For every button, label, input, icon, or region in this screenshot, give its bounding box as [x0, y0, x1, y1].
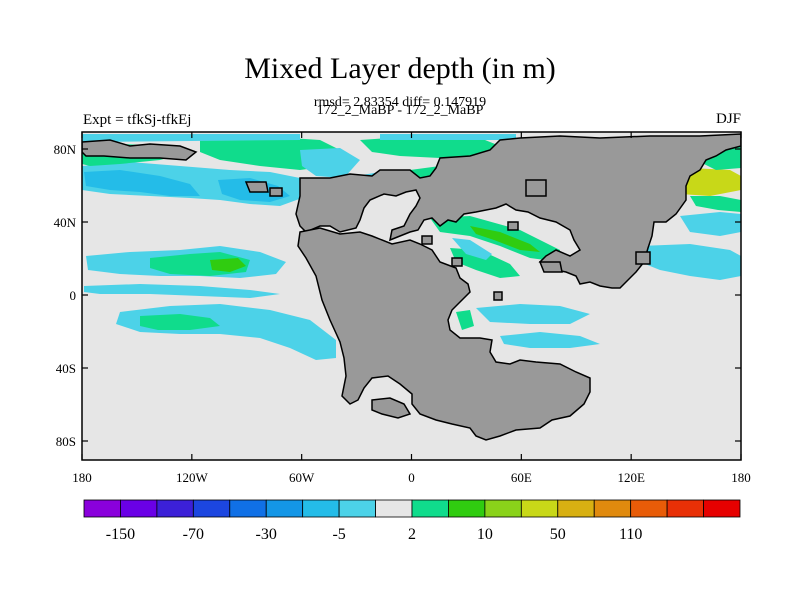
lat-tick-label: 0 — [70, 288, 77, 303]
experiment-label: Expt = tfkSj-tfkEj — [83, 112, 192, 128]
equatorial-pacific-south-green — [140, 314, 220, 330]
tethys-negative-band — [452, 238, 492, 260]
colorbar-swatch — [338, 499, 376, 518]
colorbar-swatch — [375, 499, 413, 518]
tethys-south-band — [450, 248, 520, 278]
colorbar-swatch — [411, 499, 449, 518]
figure-title: Mixed Layer depth (in m) — [244, 52, 556, 85]
arctic-negative-center — [300, 148, 360, 178]
colorbar-swatch — [192, 499, 231, 518]
lat-tick-label: 40N — [54, 215, 77, 230]
indian-ocean-green-patch — [456, 310, 474, 330]
lon-tick-label: 180 — [72, 470, 92, 485]
tethys-island-3 — [507, 221, 519, 231]
northern-continent — [295, 133, 741, 289]
latitude-axis: 80N 40N 0 40S 80S — [54, 142, 741, 449]
land-masses — [82, 133, 741, 441]
colorbar-swatch — [83, 499, 121, 518]
colorbar-swatch — [557, 499, 595, 518]
colorbar-label: -70 — [183, 526, 204, 543]
arctic-blue-strip — [82, 134, 300, 142]
arctic-island-west — [82, 139, 198, 161]
colorbar-swatch — [703, 499, 741, 518]
lon-tick-label: 120E — [617, 470, 645, 485]
longitude-axis: 180 120W 60W 0 60E 120E 180 — [72, 132, 751, 485]
lat-tick-label: 80S — [56, 434, 76, 449]
indian-ocean-band — [476, 304, 590, 324]
colorbar-swatch — [120, 499, 158, 518]
colorbar — [83, 499, 741, 518]
colorbar-labels: -150 -70 -30 -5 2 10 50 110 — [106, 526, 643, 543]
east-ocean-band — [640, 244, 741, 280]
lon-tick-label: 120W — [176, 470, 209, 485]
lon-tick-label: 60E — [511, 470, 532, 485]
colorbar-label: 10 — [477, 526, 493, 543]
colorbar-swatch — [229, 499, 267, 518]
south-pacific-thin-band — [84, 284, 280, 298]
arctic-island-small — [244, 181, 269, 193]
colorbar-swatch — [593, 499, 632, 518]
lon-tick-label: 180 — [731, 470, 751, 485]
colorbar-swatch — [448, 499, 486, 518]
tethys-island-4 — [538, 261, 563, 273]
colorbar-label: -150 — [106, 526, 135, 543]
northeast-island — [525, 179, 547, 197]
lat-tick-label: 80N — [54, 142, 77, 157]
colorbar-swatch — [156, 499, 194, 518]
arctic-blue-strip-east — [380, 134, 516, 140]
tethys-island-2 — [451, 257, 463, 267]
lat-tick-label: 40S — [56, 361, 76, 376]
equatorial-pacific-north-core — [210, 258, 246, 272]
indian-ocean-south-band — [500, 332, 600, 348]
colorbar-swatch — [302, 499, 340, 518]
arctic-positive-east — [360, 136, 500, 158]
colorbar-swatch — [265, 499, 304, 518]
colorbar-label: -30 — [256, 526, 277, 543]
lon-tick-label: 60W — [289, 470, 315, 485]
colorbar-swatch — [666, 499, 704, 518]
colorbar-label: -5 — [332, 526, 345, 543]
southern-continent — [297, 227, 591, 441]
map-plot — [82, 132, 741, 460]
north-pacific-negative-core — [84, 170, 200, 196]
tethys-strong-positive — [470, 226, 540, 252]
cases-subtitle: 172_2_MaBP - 172_2_MaBP — [316, 103, 484, 118]
east-island-1 — [635, 251, 651, 265]
tethys-island-1 — [421, 235, 433, 245]
east-ocean-band-2 — [680, 212, 741, 236]
lon-tick-label: 0 — [408, 470, 415, 485]
southern-peninsula — [371, 397, 412, 419]
tethys-island-5 — [493, 291, 503, 301]
colorbar-label: 110 — [619, 526, 642, 543]
arctic-island-small-2 — [269, 187, 283, 197]
season-label: DJF — [715, 111, 741, 127]
colorbar-swatch — [520, 499, 559, 518]
anomaly-fields — [82, 134, 741, 360]
colorbar-label: 50 — [550, 526, 566, 543]
stats-subtitle: rmsd= 2.83354 diff= 0.147919 — [313, 95, 487, 110]
colorbar-swatch — [630, 499, 668, 518]
colorbar-swatch — [484, 499, 522, 518]
northeast-green-patch-2 — [690, 196, 741, 212]
colorbar-label: 2 — [408, 526, 416, 543]
